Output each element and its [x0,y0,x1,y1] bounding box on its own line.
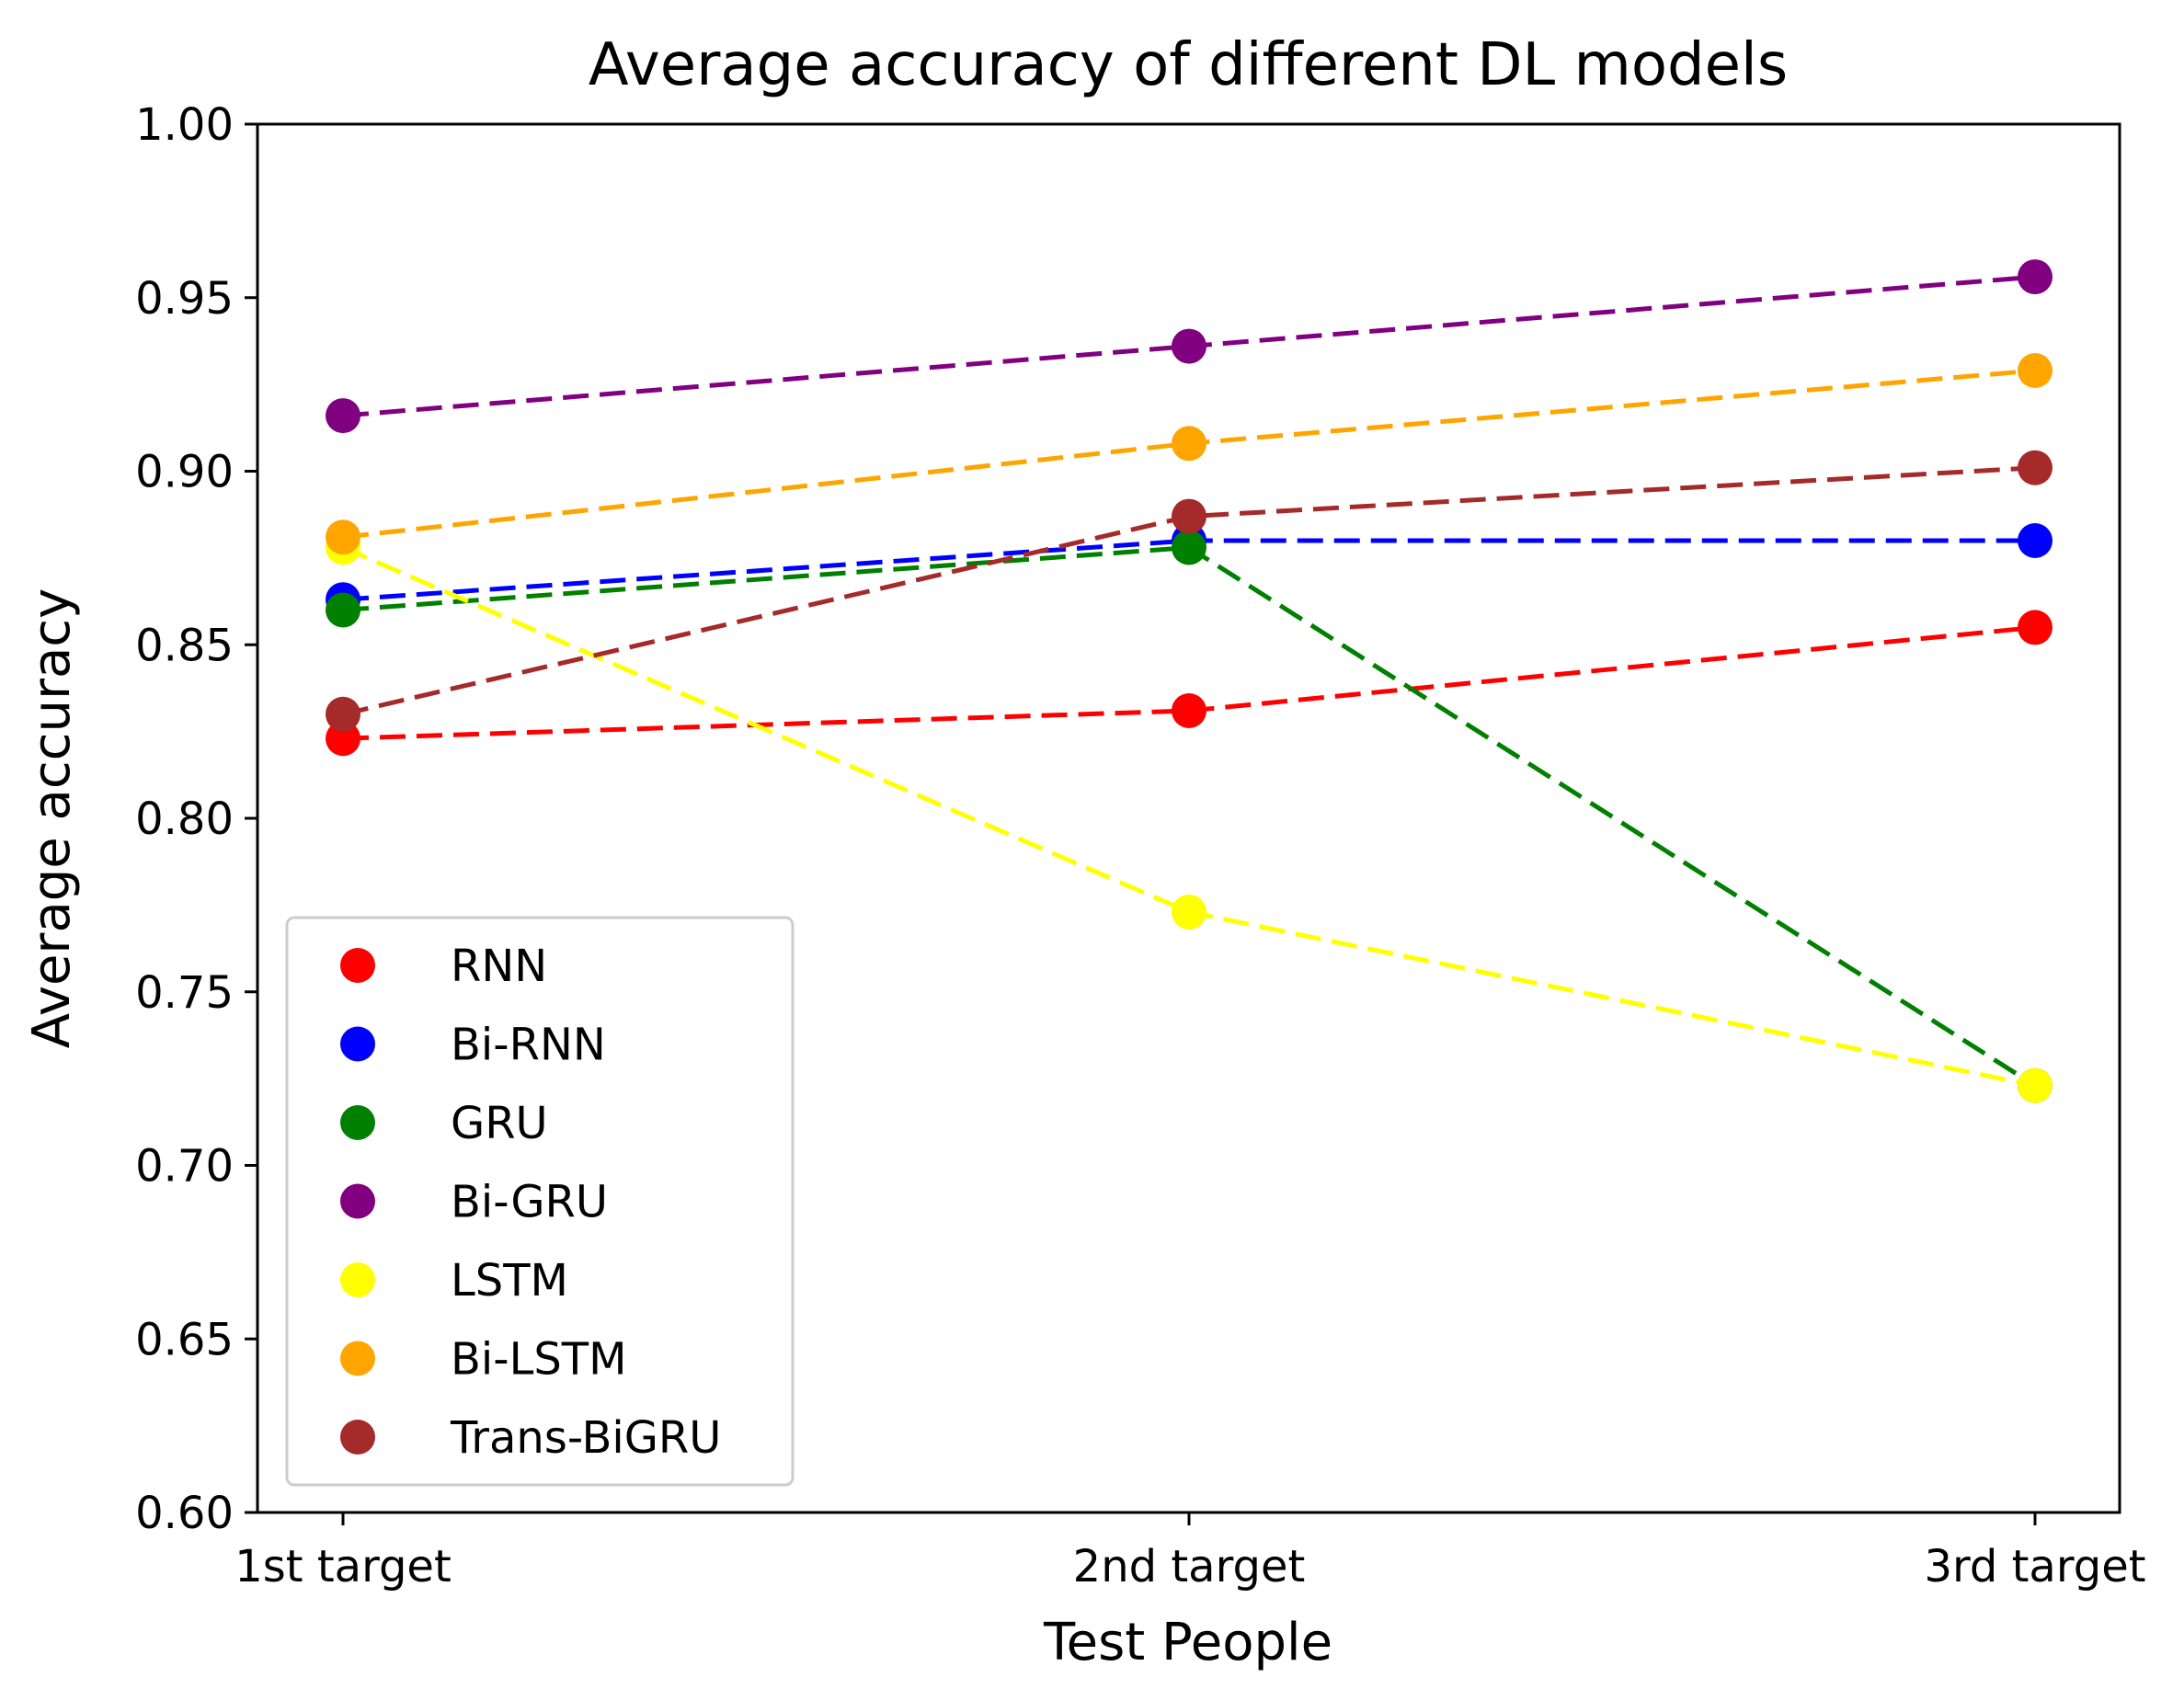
series-rnn [326,610,2053,757]
legend-box [285,916,795,1487]
legend-marker [340,948,375,983]
data-point [1172,426,1206,462]
data-point [2018,610,2053,645]
y-tick-label: 0.75 [135,967,234,1019]
data-point [326,519,360,555]
series-bi-gru [326,259,2053,434]
x-tick-label: 3rd target [1924,1541,2145,1592]
legend-item: GRU [340,1098,548,1149]
data-point [1172,498,1206,534]
data-point [326,592,360,628]
legend-item: Bi-RNN [340,1020,606,1071]
legend-label: Bi-LSTM [451,1334,627,1386]
data-point [2018,353,2053,388]
series-layer [326,259,2053,1103]
chart-title: Average accuracy of different DL models [589,31,1788,99]
data-point [326,721,360,757]
y-tick-label: 0.80 [135,793,234,845]
x-tick-label: 1st target [234,1541,452,1592]
legend-marker [340,1105,375,1140]
series-bi-lstm [326,353,2053,555]
y-axis-ticks: 0.60 0.65 0.70 0.75 0.80 0.85 0.90 0.95 1.00 [135,99,257,1539]
legend-item: Trans-BiGRU [340,1412,721,1464]
y-tick-label: 0.60 [135,1488,234,1539]
data-point [1172,693,1206,728]
y-tick-label: 0.70 [135,1141,234,1193]
data-point [2018,523,2053,558]
data-point [326,398,360,434]
legend-marker [340,1262,375,1297]
legend-item: Bi-GRU [340,1177,608,1228]
y-axis-label: Average accuracy [22,588,82,1048]
y-tick-label: 0.85 [135,620,234,671]
legend-label: Trans-BiGRU [450,1412,721,1464]
data-point [1172,894,1206,930]
x-axis-ticks: 1st target 2nd target 3rd target [234,1512,2146,1592]
legend-item: RNN [340,941,547,992]
y-tick-label: 0.90 [135,447,234,498]
data-point [326,696,360,732]
legend-label: Bi-GRU [451,1177,608,1228]
data-point [1172,328,1206,364]
x-axis-label: Test People [1043,1613,1332,1672]
legend-marker [340,1420,375,1455]
legend: RNN Bi-RNN GRU Bi-GRU LSTM Bi-LSTM Trans-BiGRU [285,916,795,1487]
data-point [2018,259,2053,295]
legend-label: Bi-RNN [451,1020,606,1071]
data-point [1172,530,1206,565]
y-tick-label: 1.00 [135,99,234,151]
legend-marker [340,1341,375,1376]
data-point [2018,1067,2053,1103]
data-point [2018,450,2053,485]
legend-label: GRU [451,1098,548,1149]
y-tick-label: 0.95 [135,273,234,325]
series-trans-bigru [326,450,2053,732]
y-tick-label: 0.65 [135,1314,234,1365]
legend-item: LSTM [340,1255,568,1307]
legend-label: LSTM [451,1255,568,1307]
x-tick-label: 2nd target [1073,1541,1306,1592]
legend-marker [340,1183,375,1219]
legend-marker [340,1026,375,1062]
legend-item: Bi-LSTM [340,1334,627,1386]
legend-items: RNN Bi-RNN GRU Bi-GRU LSTM Bi-LSTM Trans-BiGRU [340,941,721,1464]
legend-label: RNN [451,941,547,992]
